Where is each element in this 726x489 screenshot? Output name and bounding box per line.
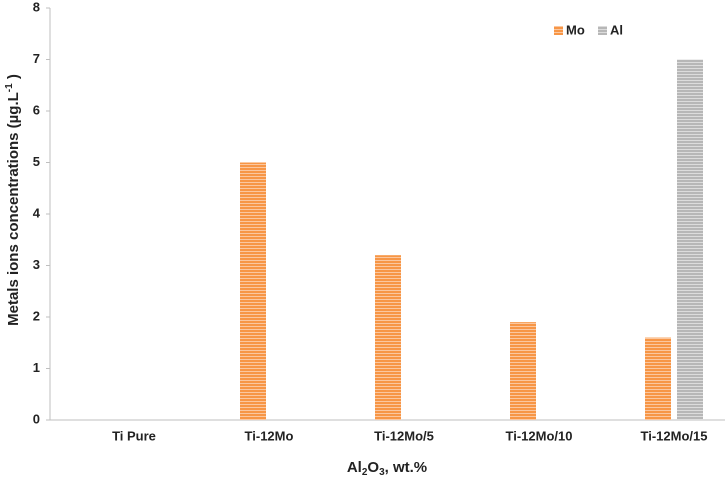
- y-tick-label: 3: [33, 257, 40, 272]
- y-tick-label: 4: [33, 205, 41, 220]
- x-tick-label: Ti-12Mo/5: [374, 428, 434, 443]
- bar: [645, 337, 671, 420]
- y-tick-label: 1: [33, 360, 40, 375]
- y-tick-label: 8: [33, 0, 40, 14]
- legend-swatch: [598, 26, 607, 35]
- legend-label: Al: [610, 22, 623, 37]
- bar: [510, 322, 536, 420]
- legend-label: Mo: [566, 22, 585, 37]
- x-tick-label: Ti-12Mo/15: [641, 428, 708, 443]
- y-axis-title: Metals ions concentrations (µg.L-1 ): [4, 74, 22, 326]
- y-tick-label: 0: [33, 411, 40, 426]
- x-tick-label: Ti Pure: [112, 428, 156, 443]
- bar: [240, 162, 266, 420]
- y-tick-label: 7: [33, 51, 40, 66]
- y-tick-label: 2: [33, 308, 40, 323]
- bar: [375, 255, 401, 420]
- legend-swatch: [554, 26, 563, 35]
- bar: [677, 59, 703, 420]
- y-tick-label: 6: [33, 102, 40, 117]
- y-tick-label: 5: [33, 154, 40, 169]
- x-tick-label: Ti-12Mo/10: [506, 428, 573, 443]
- x-tick-label: Ti-12Mo: [245, 428, 294, 443]
- x-axis-title: Al2O3, wt.%: [347, 459, 427, 478]
